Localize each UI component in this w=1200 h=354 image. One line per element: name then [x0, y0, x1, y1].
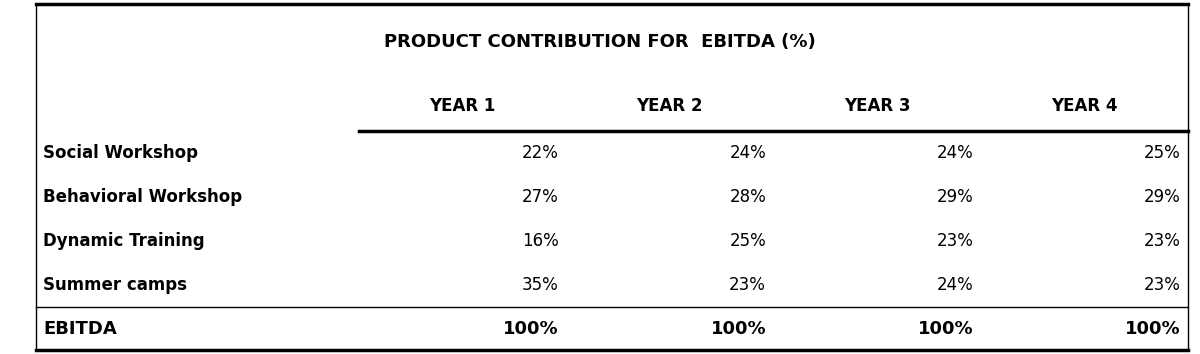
- Text: YEAR 2: YEAR 2: [636, 97, 703, 115]
- Text: YEAR 3: YEAR 3: [844, 97, 911, 115]
- Text: YEAR 4: YEAR 4: [1051, 97, 1117, 115]
- Text: 23%: 23%: [936, 232, 973, 250]
- Text: 29%: 29%: [937, 188, 973, 206]
- Text: 23%: 23%: [1144, 232, 1181, 250]
- Text: 35%: 35%: [522, 276, 559, 293]
- Text: Behavioral Workshop: Behavioral Workshop: [43, 188, 242, 206]
- Text: 27%: 27%: [522, 188, 559, 206]
- Text: 29%: 29%: [1144, 188, 1181, 206]
- Text: 25%: 25%: [1144, 144, 1181, 162]
- Text: 28%: 28%: [730, 188, 766, 206]
- Text: Social Workshop: Social Workshop: [43, 144, 198, 162]
- Text: EBITDA: EBITDA: [43, 320, 116, 337]
- Text: 23%: 23%: [1144, 276, 1181, 293]
- Text: 25%: 25%: [730, 232, 766, 250]
- Text: 23%: 23%: [730, 276, 766, 293]
- Text: 24%: 24%: [937, 276, 973, 293]
- Text: 24%: 24%: [730, 144, 766, 162]
- Text: 22%: 22%: [522, 144, 559, 162]
- Text: 100%: 100%: [503, 320, 559, 337]
- Text: Dynamic Training: Dynamic Training: [43, 232, 205, 250]
- Text: Summer camps: Summer camps: [43, 276, 187, 293]
- Text: PRODUCT CONTRIBUTION FOR  EBITDA (%): PRODUCT CONTRIBUTION FOR EBITDA (%): [384, 34, 816, 51]
- Text: 16%: 16%: [522, 232, 559, 250]
- Text: 100%: 100%: [1126, 320, 1181, 337]
- Text: 100%: 100%: [918, 320, 973, 337]
- Text: 24%: 24%: [937, 144, 973, 162]
- Text: 100%: 100%: [710, 320, 766, 337]
- Text: YEAR 1: YEAR 1: [430, 97, 496, 115]
